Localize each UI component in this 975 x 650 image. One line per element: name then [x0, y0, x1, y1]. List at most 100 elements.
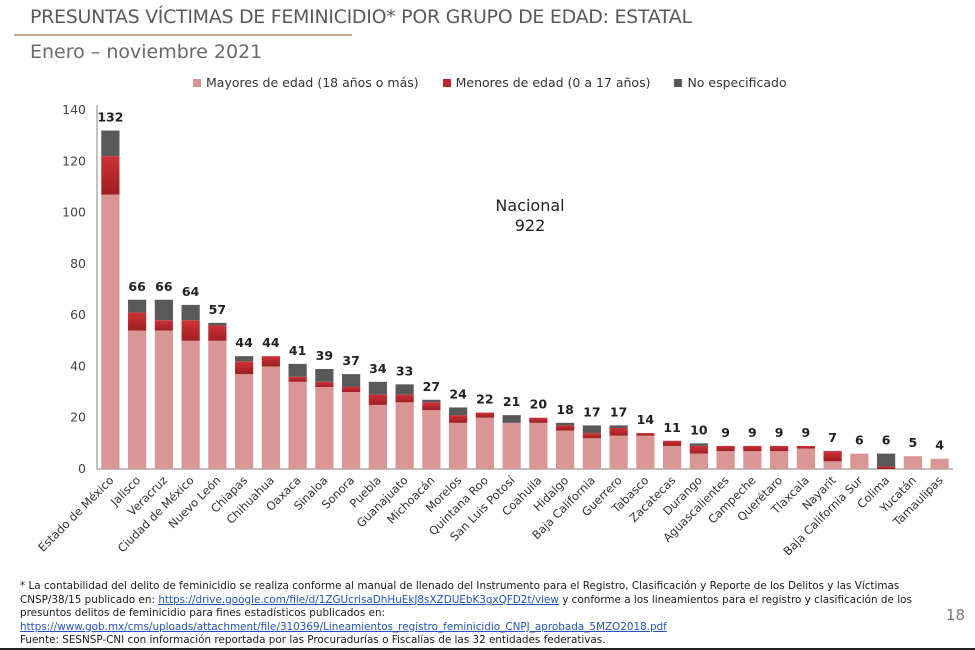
bar-total-label: 6 — [882, 433, 891, 448]
footnote-link-lineamientos[interactable]: https://www.gob.mx/cms/uploads/attachmen… — [20, 620, 667, 633]
y-tick-label: 80 — [70, 256, 86, 271]
bar-segment-menores — [796, 445, 815, 449]
bar-total-label: 66 — [155, 279, 173, 294]
bar-total-label: 11 — [663, 420, 680, 435]
bar-segment-menores — [582, 433, 601, 439]
bar-segment-no-especificado — [342, 374, 361, 387]
bar-segment-menores — [770, 445, 789, 452]
bottom-divider — [0, 648, 975, 650]
bar-segment-no-especificado — [368, 381, 387, 395]
bar-segment-mayores — [582, 438, 601, 469]
bar-total-label: 27 — [423, 379, 440, 394]
bar-segment-menores — [208, 325, 227, 341]
bar-segment-menores — [315, 381, 334, 387]
bar-segment-mayores — [850, 453, 869, 469]
bar-segment-menores — [235, 361, 254, 375]
title-underline — [14, 34, 352, 36]
bar-total-label: 6 — [855, 433, 864, 448]
bar-segment-mayores — [342, 392, 361, 469]
bar-segment-mayores — [422, 410, 441, 469]
bar-segment-mayores — [823, 461, 842, 469]
bar-segment-mayores — [288, 381, 307, 469]
bar-segment-menores — [743, 445, 762, 452]
footnote-link-manual[interactable]: https://drive.google.com/file/d/1ZGUcris… — [158, 593, 559, 606]
bar-segment-no-especificado — [877, 453, 896, 467]
bar-segment-no-especificado — [154, 299, 173, 321]
bar-total-label: 44 — [262, 335, 280, 350]
bar-segment-mayores — [930, 458, 949, 469]
y-tick-label: 100 — [62, 205, 86, 220]
bar-segment-menores — [288, 376, 307, 382]
national-total-value: 922 — [515, 216, 546, 235]
bar-segment-menores — [368, 394, 387, 405]
bar-segment-no-especificado — [315, 368, 334, 382]
bar-total-label: 132 — [97, 110, 123, 125]
bar-segment-mayores — [636, 435, 655, 469]
chart-legend: Mayores de edad (18 años o más) Menores … — [193, 75, 787, 90]
bar-segment-no-especificado — [395, 384, 414, 395]
bar-total-label: 10 — [690, 422, 708, 437]
bar-segment-mayores — [609, 435, 628, 469]
bar-total-label: 44 — [235, 335, 253, 350]
bar-segment-menores — [823, 451, 842, 462]
bar-segment-mayores — [395, 402, 414, 469]
bar-segment-no-especificado — [449, 407, 468, 416]
y-tick-label: 120 — [62, 153, 86, 168]
bar-segment-menores — [261, 356, 280, 367]
bar-segment-menores — [716, 445, 735, 452]
y-tick-label: 140 — [62, 102, 86, 117]
bar-segment-mayores — [502, 422, 521, 469]
bar-segment-menores — [395, 394, 414, 403]
bar-segment-mayores — [529, 422, 548, 469]
bar-segment-mayores — [556, 430, 575, 469]
bar-segment-menores — [556, 425, 575, 431]
footnote-source: Fuente: SESNSP-CNI con información repor… — [20, 634, 606, 647]
bar-total-label: 41 — [289, 343, 306, 358]
legend-swatch-mayores — [193, 78, 201, 87]
bar-segment-mayores — [261, 366, 280, 469]
legend-item-no-especificado: No especificado — [674, 75, 787, 90]
legend-label-menores: Menores de edad (0 a 17 años) — [455, 75, 651, 90]
bar-total-label: 39 — [316, 348, 333, 363]
bar-total-label: 34 — [369, 361, 387, 376]
bar-segment-no-especificado — [208, 322, 227, 326]
x-category-label: Estado de México — [35, 473, 116, 554]
bar-segment-mayores — [475, 417, 494, 469]
bar-segment-menores — [636, 433, 655, 436]
bar-segment-no-especificado — [128, 299, 147, 313]
bar-segment-menores — [877, 466, 896, 469]
bar-segment-menores — [609, 427, 628, 436]
bar-segment-mayores — [128, 330, 147, 469]
slide-title: PRESUNTAS VÍCTIMAS DE FEMINICIDIO* POR G… — [30, 6, 692, 28]
bar-total-label: 57 — [209, 302, 226, 317]
bar-segment-no-especificado — [288, 363, 307, 377]
bar-total-label: 9 — [802, 425, 811, 440]
bar-segment-no-especificado — [582, 425, 601, 434]
bar-total-label: 9 — [748, 425, 757, 440]
bar-segment-no-especificado — [609, 425, 628, 428]
bar-segment-mayores — [101, 194, 120, 469]
legend-swatch-menores — [442, 78, 451, 87]
bar-total-label: 22 — [476, 392, 493, 407]
bar-total-label: 18 — [556, 402, 573, 417]
bar-segment-no-especificado — [235, 356, 254, 362]
bar-segment-no-especificado — [181, 304, 200, 321]
bar-segment-menores — [663, 440, 682, 446]
bar-segment-no-especificado — [422, 399, 441, 403]
bar-total-label: 66 — [128, 279, 146, 294]
bar-segment-mayores — [689, 453, 708, 469]
bar-segment-mayores — [796, 448, 815, 469]
bar-total-label: 4 — [935, 438, 944, 453]
bar-total-label: 33 — [396, 363, 413, 378]
bar-segment-menores — [529, 417, 548, 423]
bar-segment-menores — [689, 445, 708, 454]
bar-segment-no-especificado — [556, 422, 575, 426]
bar-segment-mayores — [368, 404, 387, 469]
bar-segment-menores — [475, 412, 494, 418]
bar-segment-mayores — [716, 451, 735, 469]
footnote: * La contabilidad del delito de feminici… — [20, 580, 930, 648]
bar-segment-mayores — [181, 340, 200, 469]
y-tick-label: 60 — [70, 307, 86, 322]
bar-segment-no-especificado — [689, 443, 708, 446]
bar-total-label: 37 — [342, 353, 359, 368]
